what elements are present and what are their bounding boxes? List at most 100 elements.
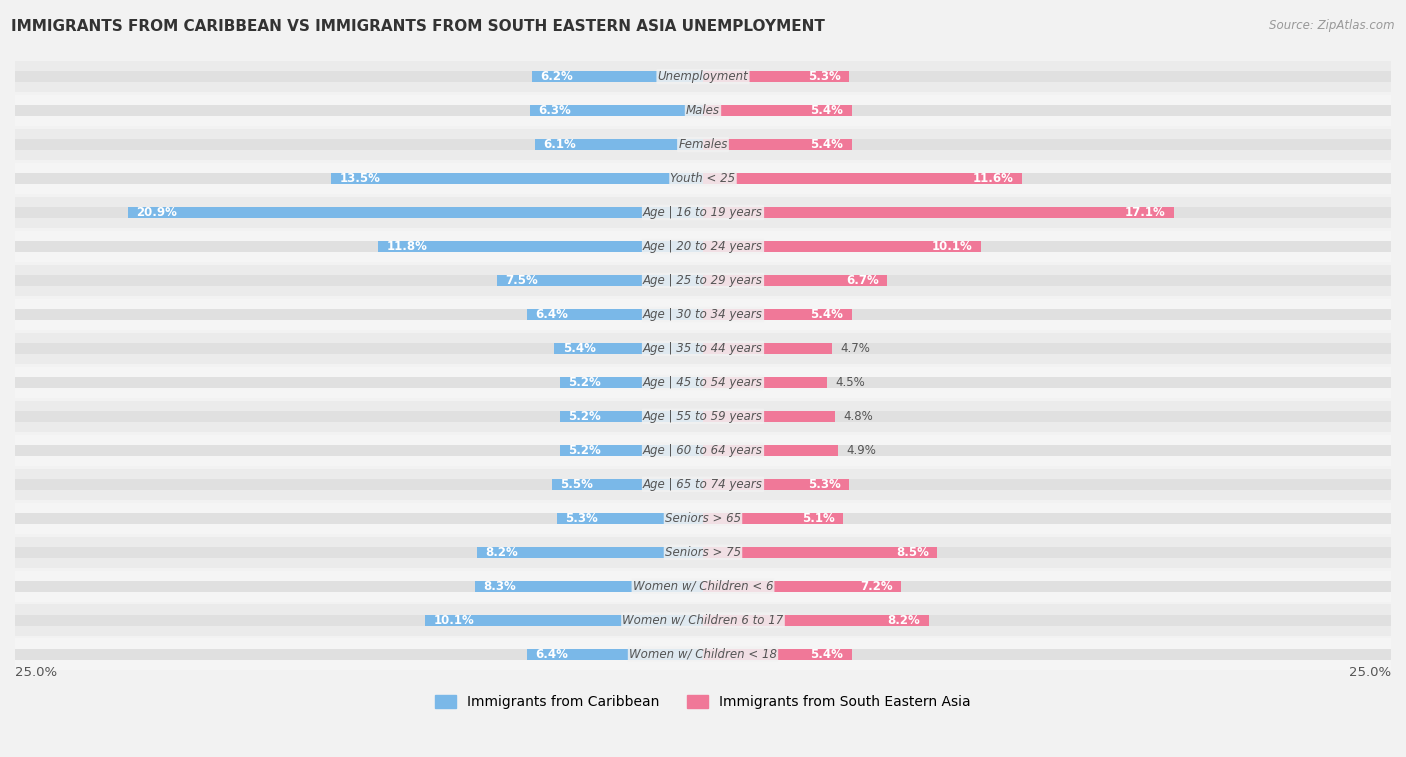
Text: 5.2%: 5.2% <box>568 375 600 389</box>
Bar <box>703 649 852 659</box>
Bar <box>703 105 1391 116</box>
Bar <box>560 411 703 422</box>
Bar <box>15 400 1391 432</box>
Text: 8.3%: 8.3% <box>482 580 516 593</box>
Bar <box>527 649 703 659</box>
Bar <box>15 512 703 524</box>
Bar <box>703 139 1391 150</box>
Bar <box>557 512 703 524</box>
Bar <box>15 105 703 116</box>
Bar <box>15 163 1391 194</box>
Bar <box>15 71 703 82</box>
Bar <box>15 299 1391 330</box>
Bar <box>703 105 852 116</box>
Bar <box>703 479 849 490</box>
Bar <box>703 411 835 422</box>
Bar <box>703 377 1391 388</box>
Bar <box>15 207 703 218</box>
Bar <box>15 469 1391 500</box>
Bar <box>15 537 1391 568</box>
Bar <box>15 479 703 490</box>
Text: 6.3%: 6.3% <box>538 104 571 117</box>
Text: 4.7%: 4.7% <box>841 342 870 355</box>
Text: Age | 45 to 54 years: Age | 45 to 54 years <box>643 375 763 389</box>
Text: Females: Females <box>678 138 728 151</box>
Text: 5.3%: 5.3% <box>808 478 841 491</box>
Text: 11.8%: 11.8% <box>387 240 427 253</box>
Bar <box>15 605 1391 636</box>
Text: 5.2%: 5.2% <box>568 410 600 423</box>
Text: 5.3%: 5.3% <box>808 70 841 83</box>
Bar <box>15 309 703 320</box>
Bar <box>703 649 1391 659</box>
Bar <box>15 649 703 659</box>
Bar <box>15 411 703 422</box>
Text: 11.6%: 11.6% <box>973 172 1014 185</box>
Bar <box>703 479 1391 490</box>
Text: 7.5%: 7.5% <box>505 274 537 287</box>
Text: Women w/ Children 6 to 17: Women w/ Children 6 to 17 <box>623 614 783 627</box>
Bar <box>703 275 1391 286</box>
Bar <box>703 139 852 150</box>
Bar <box>15 197 1391 228</box>
Text: IMMIGRANTS FROM CARIBBEAN VS IMMIGRANTS FROM SOUTH EASTERN ASIA UNEMPLOYMENT: IMMIGRANTS FROM CARIBBEAN VS IMMIGRANTS … <box>11 19 825 34</box>
Bar <box>703 207 1391 218</box>
Text: 6.1%: 6.1% <box>543 138 576 151</box>
Text: 4.5%: 4.5% <box>835 375 865 389</box>
Bar <box>703 615 929 625</box>
Bar <box>15 241 703 252</box>
Text: Age | 65 to 74 years: Age | 65 to 74 years <box>643 478 763 491</box>
Text: 6.4%: 6.4% <box>536 647 568 661</box>
Bar <box>703 512 844 524</box>
Bar <box>15 581 703 591</box>
Bar <box>703 615 1391 625</box>
Bar <box>15 129 1391 160</box>
Text: Seniors > 75: Seniors > 75 <box>665 546 741 559</box>
Bar <box>703 581 901 591</box>
Legend: Immigrants from Caribbean, Immigrants from South Eastern Asia: Immigrants from Caribbean, Immigrants fr… <box>430 690 976 715</box>
Bar <box>703 241 981 252</box>
Bar <box>703 309 852 320</box>
Bar <box>560 445 703 456</box>
Text: Age | 30 to 34 years: Age | 30 to 34 years <box>643 308 763 321</box>
Text: 20.9%: 20.9% <box>136 206 177 219</box>
Text: Seniors > 65: Seniors > 65 <box>665 512 741 525</box>
Text: 13.5%: 13.5% <box>340 172 381 185</box>
Text: 6.7%: 6.7% <box>846 274 879 287</box>
Bar <box>703 173 1391 184</box>
Bar <box>378 241 703 252</box>
Text: Source: ZipAtlas.com: Source: ZipAtlas.com <box>1270 19 1395 32</box>
Bar <box>332 173 703 184</box>
Bar <box>496 275 703 286</box>
Text: 10.1%: 10.1% <box>433 614 474 627</box>
Text: 5.4%: 5.4% <box>810 104 844 117</box>
Bar <box>15 333 1391 364</box>
Bar <box>15 231 1391 262</box>
Bar <box>15 547 703 558</box>
Text: 5.4%: 5.4% <box>810 138 844 151</box>
Bar <box>703 173 1022 184</box>
Bar <box>15 95 1391 126</box>
Text: 6.4%: 6.4% <box>536 308 568 321</box>
Bar <box>15 571 1391 602</box>
Bar <box>15 638 1391 670</box>
Bar <box>533 71 703 82</box>
Bar <box>703 411 1391 422</box>
Bar <box>554 343 703 354</box>
Text: Women w/ Children < 18: Women w/ Children < 18 <box>628 647 778 661</box>
Bar <box>703 581 1391 591</box>
Bar <box>703 512 1391 524</box>
Text: Age | 25 to 29 years: Age | 25 to 29 years <box>643 274 763 287</box>
Bar <box>15 343 703 354</box>
Text: 5.4%: 5.4% <box>810 647 844 661</box>
Text: 4.8%: 4.8% <box>844 410 873 423</box>
Bar <box>15 377 703 388</box>
Bar <box>560 377 703 388</box>
Bar <box>703 377 827 388</box>
Bar <box>530 105 703 116</box>
Text: 5.5%: 5.5% <box>560 478 593 491</box>
Text: 5.2%: 5.2% <box>568 444 600 456</box>
Text: Youth < 25: Youth < 25 <box>671 172 735 185</box>
Text: Age | 60 to 64 years: Age | 60 to 64 years <box>643 444 763 456</box>
Bar <box>15 615 703 625</box>
